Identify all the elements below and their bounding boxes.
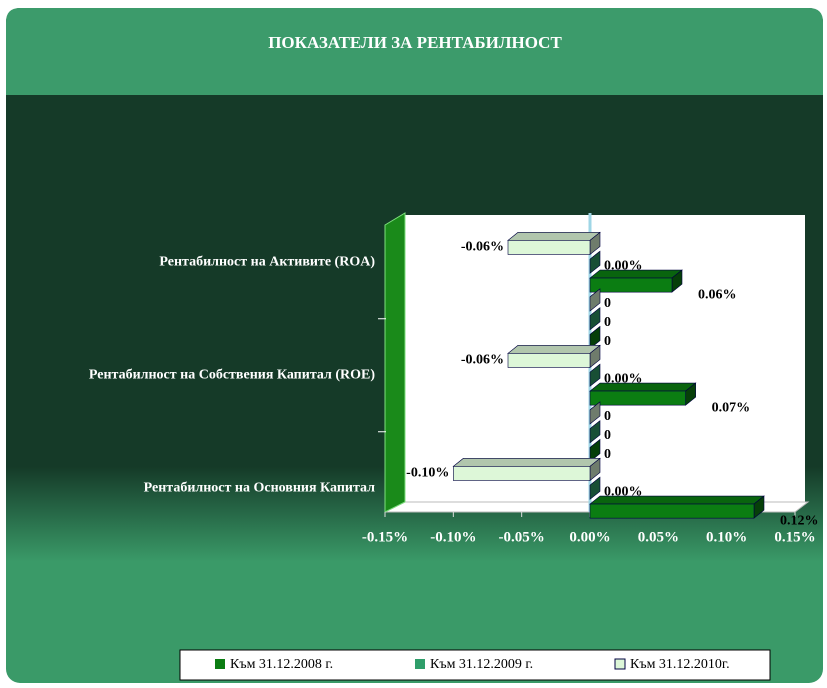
data-label: 0 (604, 296, 611, 311)
legend-swatch (614, 658, 626, 670)
bar-side (589, 401, 601, 425)
bar (507, 353, 591, 368)
data-label: -0.06% (461, 353, 504, 368)
legend-label: Към 31.12.2010г. (630, 657, 730, 672)
data-label: 0.00% (604, 371, 643, 386)
bar-side (589, 250, 601, 274)
legend-label: Към 31.12.2009 г. (430, 657, 533, 672)
data-label: 0.06% (698, 287, 737, 302)
data-label: 0 (604, 409, 611, 424)
bar-top (507, 232, 601, 241)
bar-top (589, 269, 683, 279)
bar-top (589, 495, 765, 505)
y-tick-label: Рентабилност на Собствения Капитал (ROE) (89, 367, 375, 382)
bar-side (589, 363, 601, 387)
chart-title: ПОКАЗАТЕЛИ ЗА РЕНТАБИЛНОСТ (268, 33, 562, 52)
x-tick-label: -0.15% (362, 529, 408, 545)
bar (589, 503, 755, 519)
bar (589, 277, 673, 293)
y-tick-label: Рентабилност на Основния Капитал (144, 480, 376, 495)
x-tick-label: 0.15% (774, 529, 815, 545)
data-label: 0.00% (604, 258, 643, 273)
bar-top (589, 382, 697, 392)
legend-swatch (215, 659, 225, 669)
bar-side (589, 438, 601, 463)
x-tick-label: 0.10% (706, 529, 747, 545)
data-label: 0 (604, 428, 611, 443)
bar-side (589, 476, 601, 500)
bar-side (589, 420, 601, 444)
data-label: 0.12% (780, 513, 819, 528)
data-label: 0.07% (712, 400, 751, 415)
bar (589, 390, 686, 406)
header (6, 8, 823, 95)
back-wall (405, 215, 805, 505)
x-tick-label: 0.00% (569, 529, 610, 545)
bar-side (589, 307, 601, 331)
data-label: 0 (604, 315, 611, 330)
bar-top (452, 458, 601, 467)
data-label: -0.10% (406, 466, 449, 481)
bar (507, 240, 591, 255)
legend-label: Към 31.12.2008 г. (230, 657, 333, 672)
x-tick-label: -0.05% (499, 529, 545, 545)
x-tick-label: 0.05% (638, 529, 679, 545)
data-label: -0.06% (461, 240, 504, 255)
data-label: 0.00% (604, 484, 643, 499)
side-wall (384, 212, 406, 513)
y-tick-label: Рентабилност на Активите (ROA) (159, 254, 375, 269)
bar-side (589, 288, 601, 312)
bar-side (589, 325, 601, 350)
bar (453, 466, 591, 481)
legend (179, 649, 771, 681)
data-label: 0 (604, 447, 611, 462)
x-tick-label: -0.10% (430, 529, 476, 545)
data-label: 0 (604, 334, 611, 349)
bar-top (507, 345, 601, 354)
legend-swatch (415, 659, 425, 669)
